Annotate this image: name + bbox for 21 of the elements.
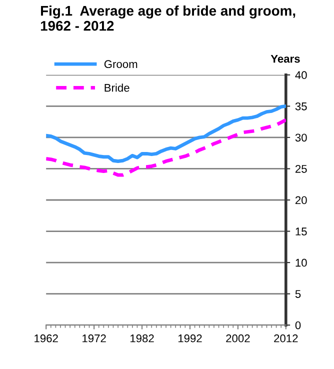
legend-label: Bride (104, 84, 130, 92)
x-tick-label: 1962 (34, 334, 58, 342)
line-series (46, 104, 286, 163)
y-tick-label: 40 (295, 71, 307, 80)
y-tick-label: 15 (296, 228, 307, 236)
x-tick-label: 1982 (130, 334, 154, 342)
x-tick-label: 1972 (82, 334, 106, 342)
y-tick-label: 20 (295, 196, 307, 204)
y-tick-label: 0 (295, 321, 301, 330)
x-tick-label: 2002 (226, 334, 250, 342)
y-tick-label: 25 (295, 164, 307, 173)
line-series (46, 118, 286, 177)
x-tick-label: 2012 (274, 334, 298, 342)
y-tick-label: 30 (295, 134, 307, 142)
legend-label: Groom (104, 60, 138, 68)
y-tick-label: 5 (295, 290, 301, 298)
chart-title: Fig.1 Average age of bride and groom, 1962 - 2012 (40, 6, 296, 31)
y-tick-label: 35 (295, 102, 307, 110)
x-tick-label: 1992 (178, 334, 202, 342)
y-axis-title: Years (270, 54, 300, 63)
y-tick-label: 10 (296, 258, 307, 267)
